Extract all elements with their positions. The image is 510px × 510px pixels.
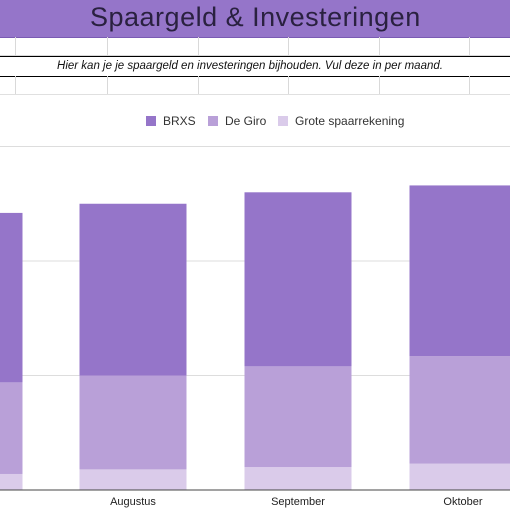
- bar-segment: [244, 192, 352, 367]
- legend-label: De Giro: [225, 114, 267, 128]
- bar-segment: [409, 185, 510, 357]
- x-tick-label: Oktober: [443, 496, 482, 508]
- grid-cell[interactable]: [288, 76, 289, 94]
- sheet-title: Spaargeld & Investeringen: [90, 2, 421, 32]
- grid-cell[interactable]: [288, 37, 289, 55]
- legend-swatch: [146, 116, 156, 126]
- legend-swatch: [278, 116, 288, 126]
- grid-cell[interactable]: [15, 76, 16, 94]
- grid-cell[interactable]: [379, 76, 380, 94]
- chart-top-border: [0, 94, 510, 95]
- bar-segment: [409, 463, 510, 490]
- grid-cell[interactable]: [107, 76, 108, 94]
- bar-segment: [0, 212, 23, 383]
- stacked-bar-chart[interactable]: BRXS De Giro Grote spaarrekening Augustus Se…: [0, 94, 510, 510]
- bar-segment: [79, 375, 187, 470]
- grid-cell[interactable]: [469, 76, 470, 94]
- empty-grid-row[interactable]: [0, 76, 510, 95]
- bar-segment: [244, 366, 352, 468]
- bar-segment: [409, 356, 510, 464]
- grid-cell[interactable]: [198, 76, 199, 94]
- grid-cell[interactable]: [198, 37, 199, 55]
- title-band: Spaargeld & Investeringen: [0, 0, 510, 38]
- grid-cell[interactable]: [107, 37, 108, 55]
- bar-segment: [79, 469, 187, 490]
- subtitle-row[interactable]: Hier kan je je spaargeld en investeringe…: [0, 56, 510, 77]
- sheet-subtitle: Hier kan je je spaargeld en investeringe…: [57, 60, 443, 72]
- chart-svg: BRXS De Giro Grote spaarrekening Augustus Se…: [0, 114, 510, 508]
- grid-cell[interactable]: [469, 37, 470, 55]
- x-tick-label: September: [271, 496, 325, 508]
- bar-segment: [244, 467, 352, 490]
- grid-cell[interactable]: [15, 37, 16, 55]
- x-tick-label: Augustus: [110, 496, 156, 508]
- bar-segment: [0, 382, 23, 474]
- empty-grid-row[interactable]: [0, 37, 510, 56]
- bar-segment: [0, 473, 23, 490]
- bar-segment: [79, 203, 187, 376]
- legend-label: Grote spaarrekening: [295, 114, 404, 128]
- legend-swatch: [208, 116, 218, 126]
- grid-cell[interactable]: [379, 37, 380, 55]
- legend-label: BRXS: [163, 114, 196, 128]
